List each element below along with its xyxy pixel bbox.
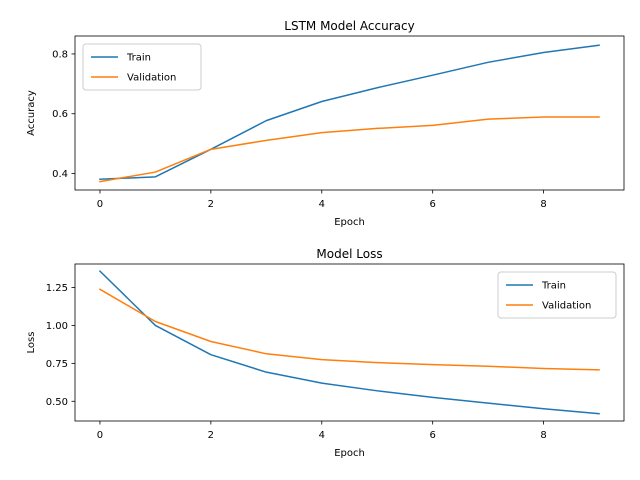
legend-label-train: Train [541,281,566,292]
x-tick-label: 0 [97,430,103,441]
y-tick-label: 0.75 [46,359,68,370]
series-line-train [99,44,600,181]
chart-title: Model Loss [316,247,382,261]
y-tick-label: 1.25 [46,283,68,294]
x-tick-label: 0 [97,199,103,210]
x-tick-label: 8 [540,430,546,441]
legend-label-validation: Validation [127,73,176,84]
legend: Train Validation [82,43,202,91]
x-tick-label: 2 [208,199,214,210]
y-tick-label: 0.50 [46,397,68,408]
x-tick-label: 4 [319,430,325,441]
legend-box [82,43,202,91]
y-tick-label: 0.6 [52,109,68,120]
series-line-validation [99,116,600,183]
legend-label-train: Train [126,53,151,64]
x-tick-label: 4 [319,199,325,210]
series-group [99,44,600,183]
legend-box [497,271,617,319]
y-tick-label: 0.8 [52,49,68,60]
series-group [98,270,600,415]
y-axis-label: Accuracy [26,90,37,136]
series-line-train [98,270,600,415]
x-tick-label: 6 [429,199,435,210]
x-tick-label: 6 [429,430,435,441]
y-axis-label: Loss [26,332,37,354]
x-axis-label: Epoch [334,448,365,459]
legend: Train Validation [497,271,617,319]
series-line-validation [98,288,600,371]
axes-frame [74,35,625,191]
subplot-0: LSTM Model Accuracy 0 2 4 6 8 0.4 0.6 0.8 Epoch Ac… [26,19,625,228]
axes-frame [74,263,625,422]
y-tick-label: 0.4 [52,169,68,180]
x-tick-label: 2 [208,430,214,441]
subplot-1: Model Loss 0 2 4 6 8 0.50 0.75 1.00 1.25 Epoch Loss… [26,247,625,459]
x-axis-label: Epoch [334,217,365,228]
legend-label-validation: Validation [542,301,591,312]
y-tick-label: 1.00 [46,321,68,332]
chart-title: LSTM Model Accuracy [284,19,414,33]
x-tick-label: 8 [540,199,546,210]
